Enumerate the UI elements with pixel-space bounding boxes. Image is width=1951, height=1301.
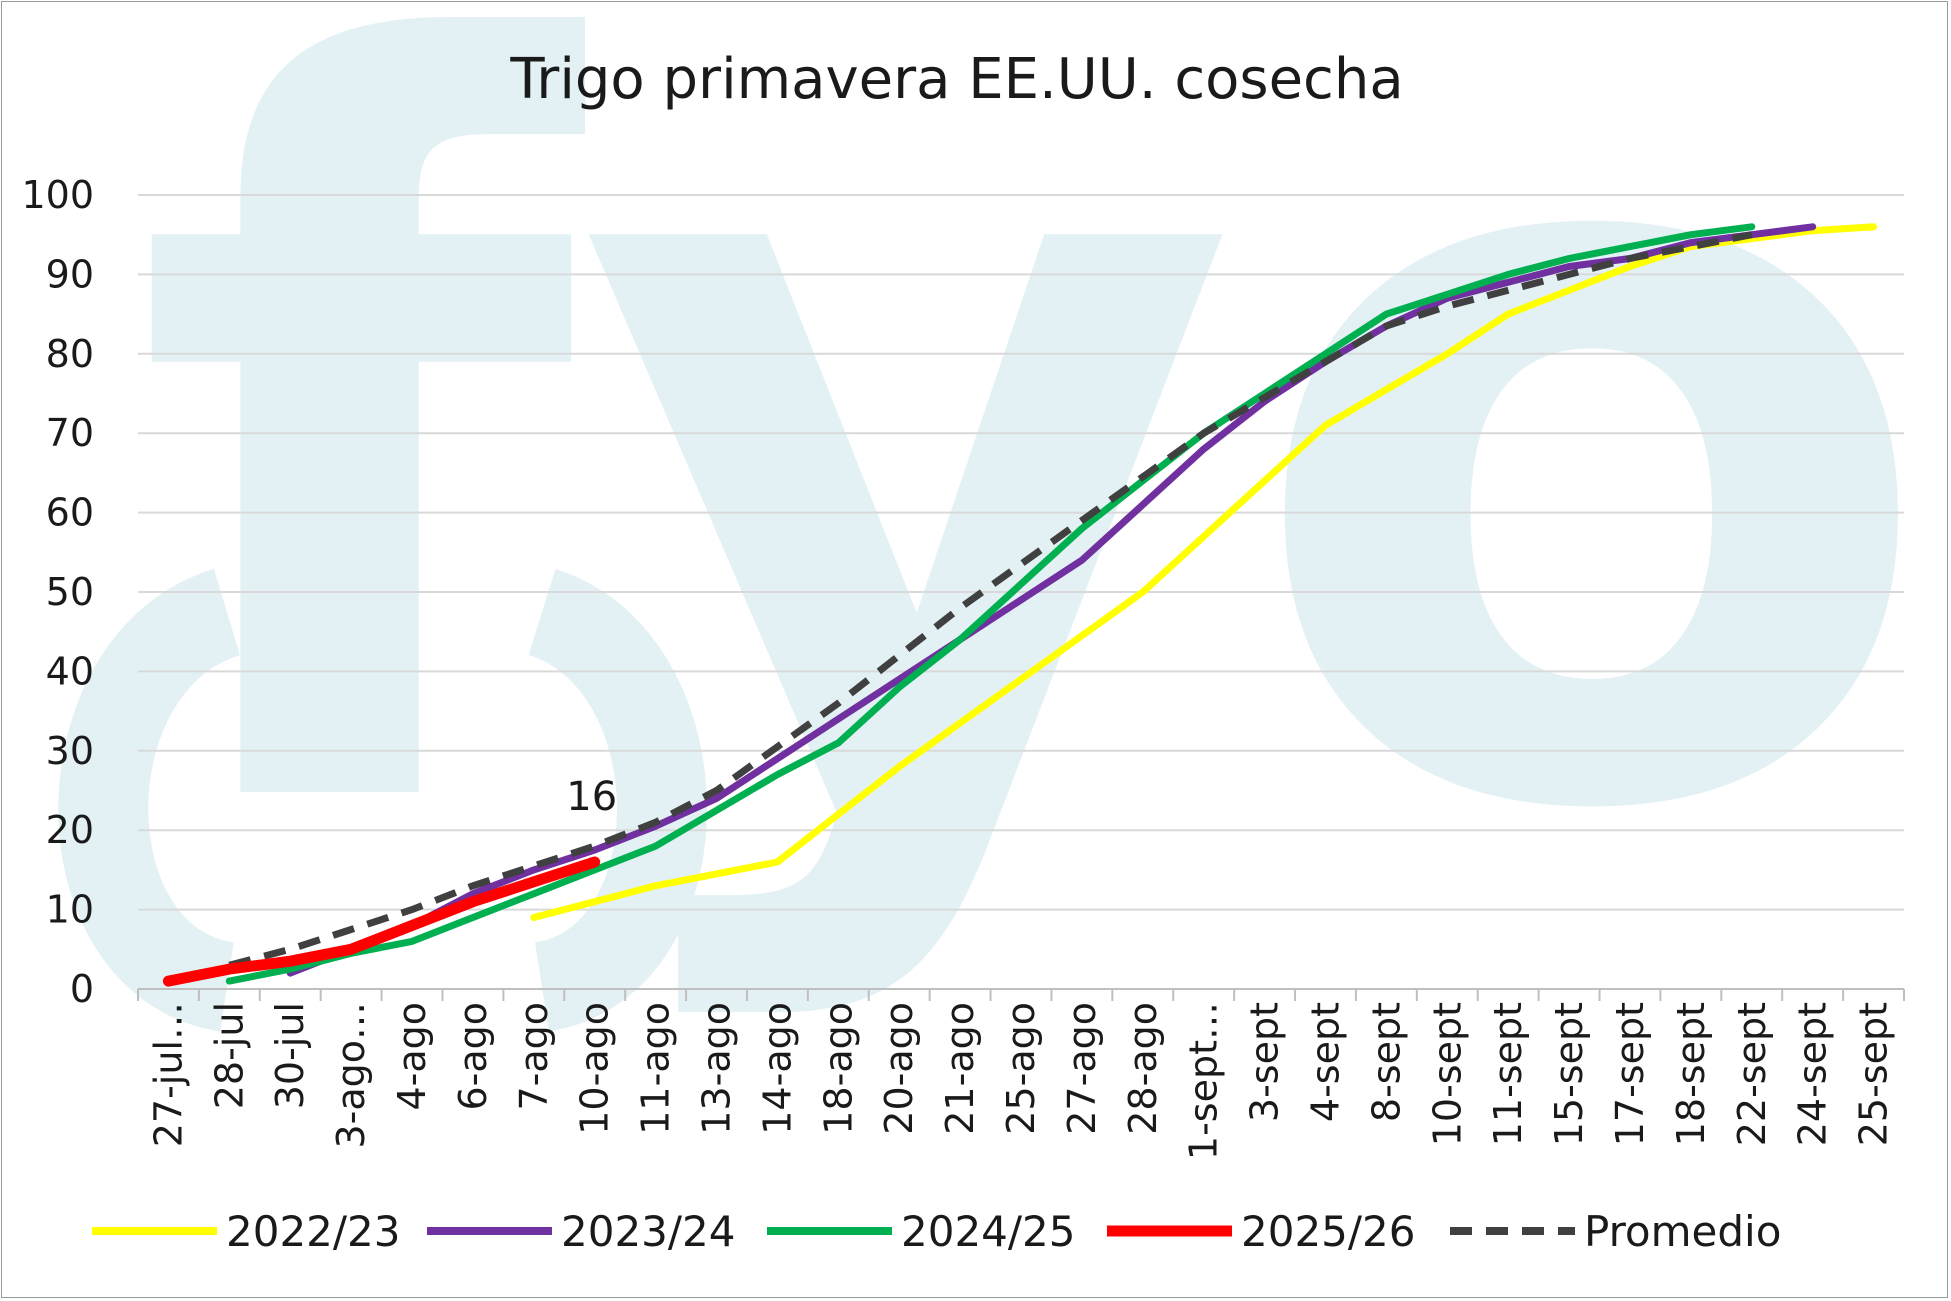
- x-tick-label: 18-ago: [816, 1002, 860, 1135]
- chart-title: Trigo primavera EE.UU. cosecha: [509, 47, 1403, 112]
- y-axis-ticks: 0 10 20 30 40 50 60 70 80 90 100: [21, 173, 94, 1011]
- x-tick-label: 10-ago: [573, 1002, 617, 1135]
- x-tick-label: 25-sept: [1852, 1002, 1896, 1146]
- x-tick-label: 17-sept: [1608, 1002, 1652, 1146]
- x-tick-label: 25-ago: [999, 1002, 1043, 1135]
- annotation-layer: 16: [566, 774, 617, 820]
- series-line-2023-24: [286, 223, 1817, 977]
- x-tick-label: 10-sept: [1425, 1002, 1469, 1146]
- x-tick-label: 24-sept: [1791, 1002, 1835, 1146]
- legend-label: 2025/26: [1241, 1207, 1415, 1256]
- x-tick-label: 22-sept: [1730, 1002, 1774, 1146]
- legend-label: 2022/23: [226, 1207, 400, 1256]
- fyo-watermark: fyo: [58, 2, 1942, 1033]
- x-tick-label: 28-ago: [1121, 1002, 1165, 1135]
- x-tick-label: 20-ago: [877, 1002, 921, 1135]
- x-tick-label: 4-ago: [390, 1002, 434, 1111]
- x-tick-label: 30-jul: [268, 1002, 312, 1109]
- y-tick-label-10: 10: [46, 888, 94, 932]
- x-tick-label: 27-jul…: [146, 1002, 190, 1147]
- x-tick-label: 3-ago…: [329, 1002, 373, 1149]
- y-tick-label-60: 60: [46, 491, 94, 535]
- y-tick-label-90: 90: [46, 252, 94, 296]
- series-layer: [162, 223, 1878, 987]
- series-line-2024-25: [225, 223, 1756, 985]
- x-tick-label: 14-ago: [755, 1002, 799, 1135]
- y-tick-label-30: 30: [46, 729, 94, 773]
- watermark-right-arc: [526, 569, 707, 1032]
- series-line-2025-26: [162, 856, 601, 987]
- y-tick-label-0: 0: [70, 967, 94, 1011]
- data-label: 16: [566, 774, 617, 820]
- x-tick-label: 21-ago: [938, 1002, 982, 1135]
- watermark-left-arc: [58, 568, 243, 1032]
- gridlines: [138, 194, 1904, 990]
- legend: 2022/23 2023/24 2024/25 2025/26 Promedio: [92, 1207, 1781, 1256]
- legend-label: 2024/25: [901, 1207, 1075, 1256]
- y-tick-label-100: 100: [21, 173, 94, 217]
- x-tick-label: 27-ago: [1060, 1002, 1104, 1135]
- y-tick-label-20: 20: [46, 808, 94, 852]
- x-tick-label: 6-ago: [451, 1002, 495, 1111]
- x-tick-label: 1-sept…: [1182, 1002, 1226, 1160]
- x-tick-label: 15-sept: [1547, 1002, 1591, 1146]
- legend-label: Promedio: [1584, 1207, 1781, 1256]
- series-line-promedio: [228, 231, 1753, 969]
- x-tick-label: 4-sept: [1303, 1002, 1347, 1122]
- y-tick-label-40: 40: [46, 649, 94, 693]
- legend-label: 2023/24: [561, 1207, 735, 1256]
- y-tick-label-80: 80: [46, 332, 94, 376]
- x-tick-label: 28-jul: [207, 1002, 251, 1109]
- x-tick-label: 7-ago: [512, 1002, 556, 1111]
- series-line-2022-23: [530, 223, 1878, 921]
- x-axis: 27-jul… 28-jul 30-jul 3-ago… 4-ago 6-ago 7-ago…: [137, 989, 1905, 1160]
- x-tick-label: 11-ago: [634, 1002, 678, 1135]
- x-tick-label: 3-sept: [1243, 1002, 1287, 1122]
- x-tick-label: 18-sept: [1669, 1002, 1713, 1146]
- x-tick-label: 13-ago: [695, 1002, 739, 1135]
- x-tick-label: 11-sept: [1486, 1002, 1530, 1146]
- x-tick-label: 8-sept: [1364, 1002, 1408, 1122]
- watermark-text: fyo: [132, 2, 1941, 1033]
- y-tick-label-70: 70: [46, 411, 94, 455]
- y-tick-label-50: 50: [46, 570, 94, 614]
